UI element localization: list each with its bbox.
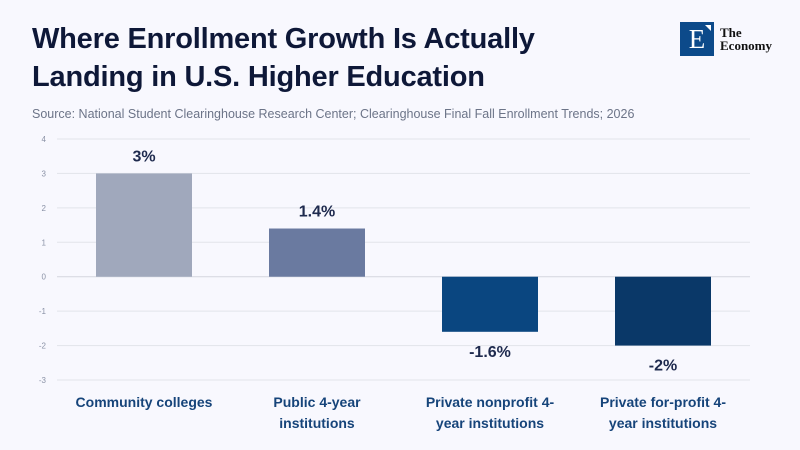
- x-tick-label: year institutions: [609, 415, 717, 431]
- publisher-logo: E The Economy: [680, 22, 772, 56]
- bar: [442, 276, 538, 332]
- chart-title-line-2: Landing in U.S. Higher Education: [32, 61, 485, 93]
- y-tick-label: 3: [42, 169, 47, 178]
- bar: [269, 228, 365, 277]
- bar: [96, 173, 192, 277]
- logo-wordmark: The Economy: [720, 26, 772, 52]
- y-tick-label: -3: [39, 376, 47, 385]
- y-tick-label: 1: [42, 238, 47, 247]
- x-tick-label: Private for-profit 4-: [600, 394, 726, 410]
- x-tick-label: Private nonprofit 4-: [426, 394, 555, 410]
- x-tick-label: institutions: [279, 415, 355, 431]
- y-tick-label: -1: [39, 307, 47, 316]
- y-tick-label: 2: [42, 204, 47, 213]
- logo-line-2: Economy: [720, 38, 772, 53]
- source-note: Source: National Student Clearinghouse R…: [32, 107, 635, 121]
- chart-title-line-1: Where Enrollment Growth Is Actually: [32, 23, 535, 55]
- x-tick-label: year institutions: [436, 415, 544, 431]
- y-tick-label: 4: [42, 135, 47, 144]
- logo-mark-icon: E: [680, 22, 714, 56]
- y-tick-label: 0: [42, 273, 47, 282]
- bar: [615, 276, 711, 346]
- data-label: -2%: [649, 358, 677, 375]
- y-tick-label: -2: [39, 342, 47, 351]
- data-label: 1.4%: [299, 204, 335, 221]
- chart-title: Where Enrollment Growth Is Actually Land…: [32, 20, 632, 96]
- x-tick-label: Public 4-year: [273, 394, 361, 410]
- logo-line-1: The: [720, 25, 742, 40]
- data-label: -1.6%: [469, 344, 511, 361]
- x-tick-label: Community colleges: [76, 394, 213, 410]
- data-label: 3%: [132, 148, 155, 165]
